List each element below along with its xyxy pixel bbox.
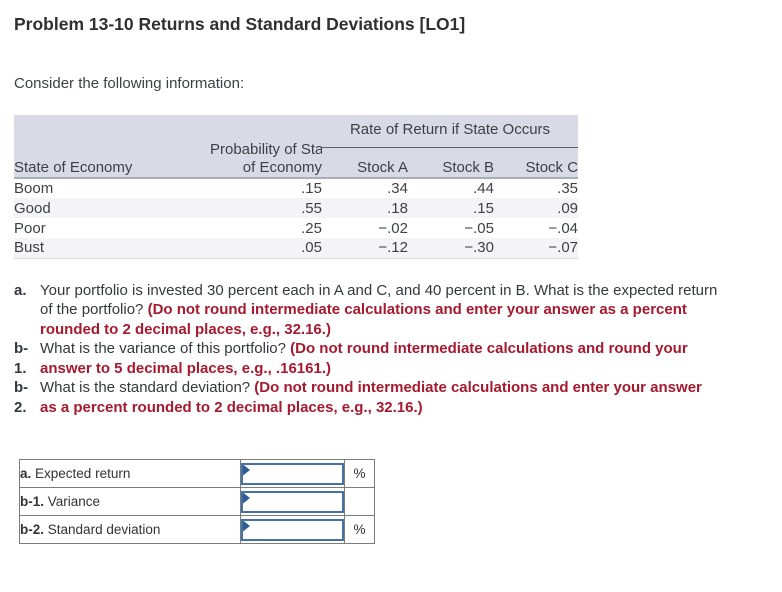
- answer-label-prefix: a.: [20, 466, 32, 481]
- answer-input-cell: [240, 459, 345, 488]
- answer-row-standard-deviation: b-2. Standard deviation %: [19, 515, 375, 544]
- standard-deviation-input[interactable]: [243, 520, 342, 539]
- question-a: a. Your portfolio is invested 30 percent…: [14, 281, 722, 340]
- probability-cell: .25: [301, 219, 322, 237]
- answer-input-cell: [240, 487, 345, 516]
- answer-marker-icon: [243, 520, 250, 532]
- probability-cell: .05: [210, 238, 322, 259]
- answer-input-box: [241, 490, 344, 513]
- stock-a-cell: .18: [322, 198, 408, 218]
- answer-table: a. Expected return % b-1. Variance: [19, 459, 375, 544]
- spanner-spacer: [14, 115, 322, 138]
- col-header-probability-line2: of Economy: [210, 158, 322, 179]
- table-row-boom: Boom .15 .34 .44 .35: [14, 178, 578, 198]
- probability-cell: .15: [301, 180, 322, 197]
- header-spacer: [14, 138, 210, 158]
- expected-return-input[interactable]: [243, 464, 342, 483]
- stock-c-cell: −.04: [548, 219, 579, 237]
- question-instruction: (Do not round intermediate calculations …: [40, 301, 687, 338]
- answer-label: b-1. Variance: [19, 487, 241, 516]
- answer-marker-icon: [243, 492, 250, 504]
- answer-input-cell: [240, 515, 345, 544]
- percent-label: %: [344, 515, 375, 544]
- answer-input-box: [241, 462, 344, 485]
- economy-table: Rate of Return if State Occurs Probabili…: [14, 115, 579, 259]
- spanner-rule-cell: [322, 138, 579, 158]
- question-b1: b-1. What is the variance of this portfo…: [14, 339, 722, 378]
- question-text: What is the standard deviation?: [40, 379, 251, 396]
- table-row-bust: Bust .05 −.12 −.30 −.07: [14, 238, 579, 259]
- table-row-poor: Poor .25 −.02 −.05 −.04: [14, 218, 578, 238]
- col-header-stock-b: Stock B: [408, 158, 494, 179]
- spanner-rule: [322, 147, 579, 148]
- stock-a-cell: −.02: [378, 219, 408, 237]
- col-header-stock-c: Stock C: [494, 158, 579, 179]
- spanner-row: Rate of Return if State Occurs: [14, 115, 579, 138]
- state-cell: Good: [14, 198, 210, 218]
- question-b2: b-2. What is the standard deviation? (Do…: [14, 378, 722, 417]
- question-label: b-2.: [14, 379, 29, 416]
- question-text: Your portfolio is invested 30 percent ea…: [40, 281, 718, 319]
- probability-cell: .55: [210, 198, 322, 218]
- question-body: What is the standard deviation? (Do not …: [40, 378, 722, 417]
- problem-page: Problem 13-10 Returns and Standard Devia…: [14, 14, 722, 544]
- question-body: What is the variance of this portfolio? …: [40, 339, 722, 378]
- question-instruction: (Do not round intermediate calculations …: [40, 379, 702, 416]
- col-header-probability-line1: Probability of State: [210, 138, 381, 158]
- question-instruction: (Do not round intermediate calculations …: [40, 340, 688, 377]
- answer-input-box: [241, 518, 344, 541]
- probability-header-text: Probability of State: [210, 141, 336, 158]
- col-header-state-of-economy: State of Economy: [14, 158, 210, 179]
- variance-input[interactable]: [243, 492, 342, 511]
- stock-c-cell: .09: [494, 198, 579, 218]
- answer-row-expected-return: a. Expected return %: [19, 459, 375, 488]
- intro-text: Consider the following information:: [14, 75, 245, 92]
- answer-label-text: Standard deviation: [47, 522, 161, 537]
- question-label: b-1.: [14, 340, 29, 377]
- stock-a-cell: −.12: [322, 238, 408, 259]
- stock-b-cell: .15: [408, 198, 494, 218]
- stock-b-cell: −.05: [464, 219, 494, 237]
- column-header-row: State of Economy of Economy Stock A Stoc…: [14, 158, 579, 179]
- question-label: a.: [14, 281, 27, 299]
- answer-label: b-2. Standard deviation: [19, 515, 241, 544]
- table-row-good: Good .55 .18 .15 .09: [14, 198, 579, 218]
- probability-header-row: Probability of State: [14, 138, 579, 158]
- col-header-stock-a: Stock A: [322, 158, 408, 179]
- stock-c-cell: .35: [557, 180, 579, 197]
- page-title: Problem 13-10 Returns and Standard Devia…: [14, 14, 466, 34]
- answer-label-text: Expected return: [35, 466, 131, 481]
- answer-row-variance: b-1. Variance: [19, 487, 375, 516]
- state-cell: Bust: [14, 238, 210, 259]
- answer-label: a. Expected return: [19, 459, 241, 488]
- answer-label-prefix: b-1.: [20, 494, 45, 509]
- question-text: What is the variance of this portfolio?: [40, 340, 286, 357]
- stock-b-cell: .44: [473, 180, 494, 197]
- spanner-header: Rate of Return if State Occurs: [322, 115, 579, 138]
- percent-label: %: [344, 459, 375, 488]
- answer-label-text: Variance: [47, 494, 101, 509]
- stock-b-cell: −.30: [408, 238, 494, 259]
- stock-a-cell: .34: [387, 180, 408, 197]
- state-cell: Poor: [14, 219, 46, 237]
- unit-label-empty: [344, 487, 375, 516]
- answer-marker-icon: [243, 464, 250, 476]
- answer-label-prefix: b-2.: [20, 522, 45, 537]
- question-body: Your portfolio is invested 30 percent ea…: [40, 281, 722, 340]
- question-list: a. Your portfolio is invested 30 percent…: [14, 281, 722, 418]
- stock-c-cell: −.07: [494, 238, 579, 259]
- state-cell: Boom: [14, 180, 54, 197]
